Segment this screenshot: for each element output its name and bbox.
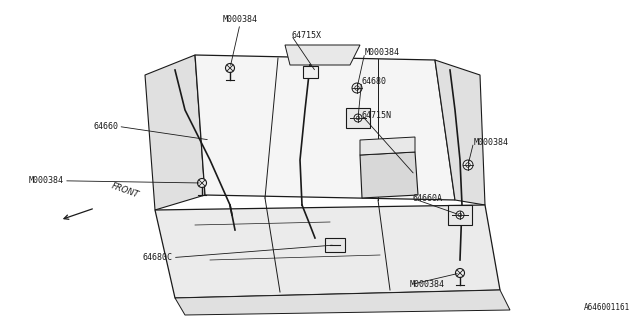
Text: A646001161: A646001161 bbox=[584, 303, 630, 312]
Text: 64680: 64680 bbox=[362, 77, 387, 86]
Text: 64660: 64660 bbox=[93, 122, 118, 131]
Circle shape bbox=[352, 83, 362, 93]
Ellipse shape bbox=[225, 63, 234, 73]
Text: M000384: M000384 bbox=[223, 15, 257, 24]
Polygon shape bbox=[175, 290, 510, 315]
Polygon shape bbox=[435, 60, 485, 205]
Bar bbox=[303, 66, 318, 78]
Text: M000384: M000384 bbox=[365, 48, 400, 57]
Text: 64660A: 64660A bbox=[413, 194, 443, 203]
Text: M000384: M000384 bbox=[474, 138, 509, 147]
Circle shape bbox=[456, 211, 464, 219]
Polygon shape bbox=[145, 55, 205, 210]
Bar bbox=[448, 205, 472, 225]
Text: 64715N: 64715N bbox=[362, 111, 392, 120]
Circle shape bbox=[463, 160, 473, 170]
Text: 64715X: 64715X bbox=[291, 31, 321, 40]
Polygon shape bbox=[155, 205, 500, 298]
Bar bbox=[346, 108, 370, 128]
Polygon shape bbox=[195, 55, 455, 200]
Ellipse shape bbox=[198, 179, 207, 188]
Circle shape bbox=[354, 114, 362, 122]
Text: M000384: M000384 bbox=[410, 280, 445, 289]
Polygon shape bbox=[360, 137, 415, 155]
Polygon shape bbox=[360, 152, 418, 198]
Text: M000384: M000384 bbox=[29, 176, 64, 185]
Text: FRONT: FRONT bbox=[110, 182, 140, 200]
Ellipse shape bbox=[456, 268, 465, 277]
Text: 64680C: 64680C bbox=[143, 253, 173, 262]
Polygon shape bbox=[285, 45, 360, 65]
Bar bbox=[325, 238, 345, 252]
